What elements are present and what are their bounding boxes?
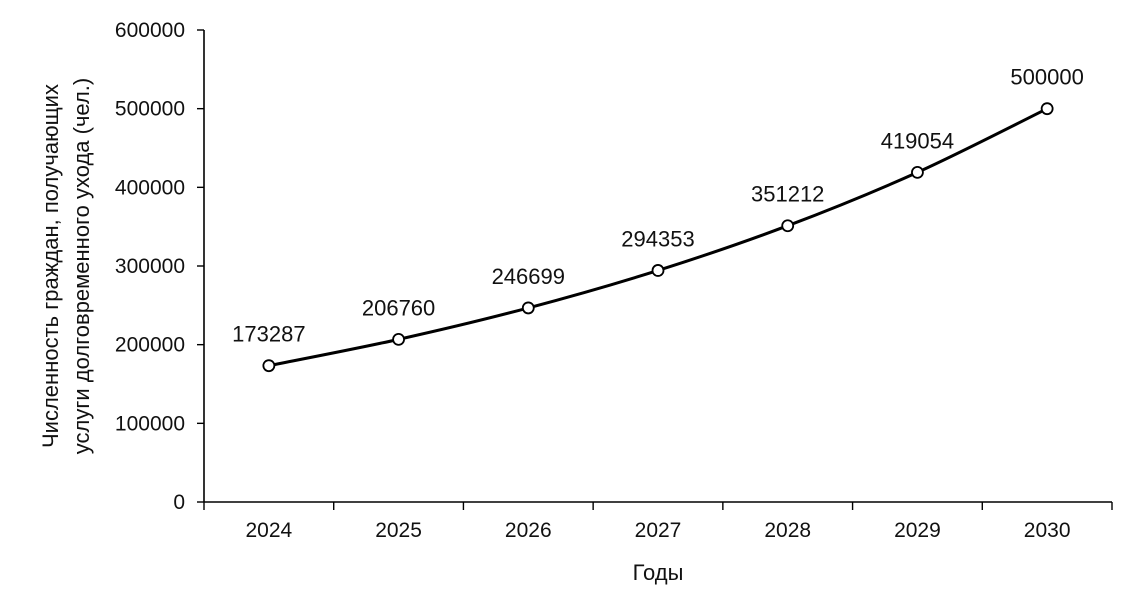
y-tick-label: 200000 bbox=[115, 334, 185, 357]
x-tick-label: 2025 bbox=[375, 519, 422, 542]
data-point-marker bbox=[911, 165, 924, 179]
y-tick-label: 100000 bbox=[115, 412, 185, 435]
y-axis-title-line-2: услуги долговременного ухода (чел.) bbox=[69, 78, 94, 454]
data-point-marker bbox=[781, 219, 795, 233]
data-point-marker bbox=[262, 359, 276, 373]
data-point-marker bbox=[521, 301, 535, 315]
data-label: 419054 bbox=[881, 128, 954, 153]
data-label: 351212 bbox=[751, 182, 824, 207]
data-label: 206760 bbox=[362, 295, 435, 320]
y-tick-label: 300000 bbox=[115, 255, 185, 278]
x-tick-label: 2028 bbox=[764, 519, 811, 542]
data-label: 246699 bbox=[492, 264, 565, 289]
x-axis-title: Годы bbox=[633, 560, 684, 585]
x-tick-label: 2024 bbox=[245, 519, 292, 542]
y-tick-label: 600000 bbox=[115, 19, 185, 42]
plot-area: 173287 206760 246699 294353 351212 419054 5000… bbox=[232, 65, 1084, 373]
x-tick-label: 2027 bbox=[635, 519, 682, 542]
x-tick-label: 2030 bbox=[1024, 519, 1071, 542]
y-tick-label: 0 bbox=[173, 491, 185, 514]
data-point-marker bbox=[651, 264, 665, 277]
x-ticks: 2024 2025 2026 2027 2028 2029 2030 bbox=[203, 502, 1113, 542]
data-point-marker bbox=[1040, 102, 1054, 116]
data-label: 500000 bbox=[1010, 65, 1083, 90]
data-label: 173287 bbox=[232, 322, 305, 347]
y-ticks: 0 100000 200000 300000 400000 500000 600000 bbox=[115, 19, 204, 514]
y-axis-title-line-1: Численность граждан, получающих bbox=[38, 84, 63, 448]
y-tick-label: 500000 bbox=[115, 98, 185, 121]
y-tick-label: 400000 bbox=[115, 176, 185, 199]
data-point-marker bbox=[392, 332, 405, 346]
x-tick-label: 2029 bbox=[894, 519, 941, 542]
y-axis-title: Численность граждан, получающих услуги д… bbox=[38, 78, 94, 454]
data-label: 294353 bbox=[621, 226, 694, 251]
x-tick-label: 2026 bbox=[505, 519, 552, 542]
